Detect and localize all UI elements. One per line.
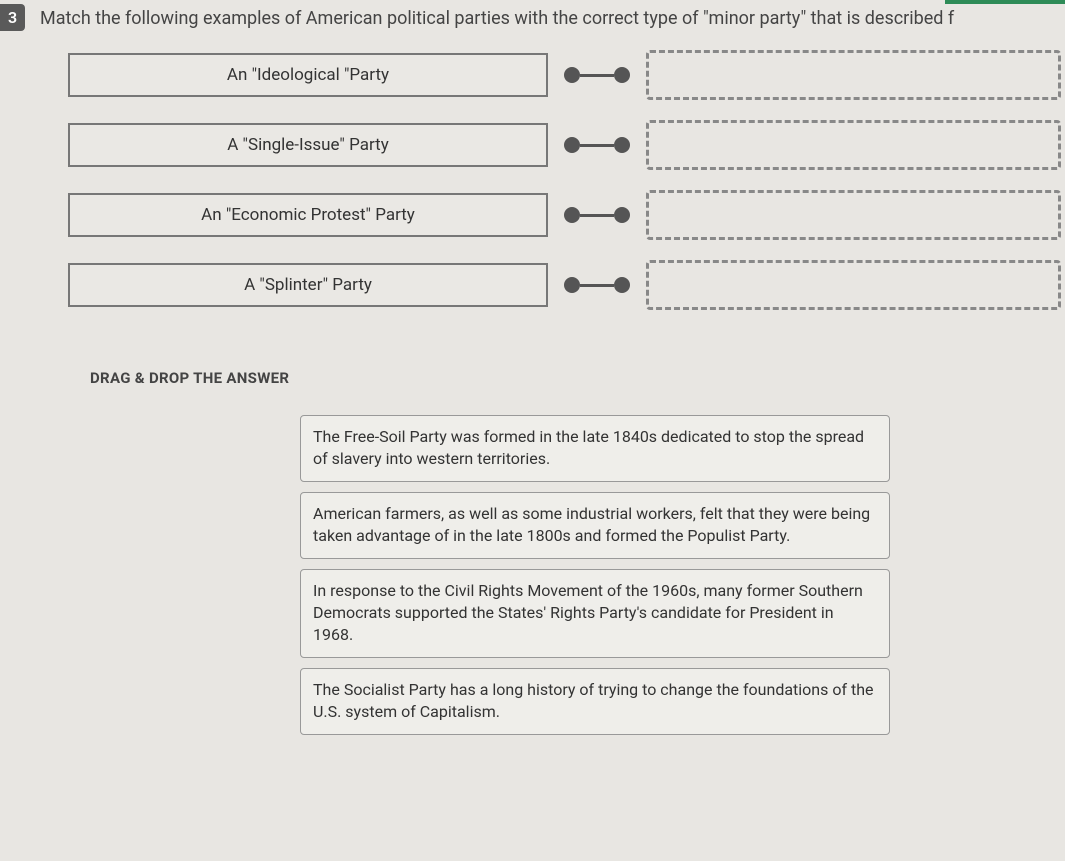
top-accent-bar [945, 0, 1065, 4]
match-left-splinter[interactable]: A "Splinter" Party [68, 263, 548, 307]
match-row: An "Economic Protest" Party [68, 191, 1065, 239]
drop-zone-splinter[interactable] [646, 260, 1061, 310]
answer-card-socialist[interactable]: The Socialist Party has a long history o… [300, 668, 890, 735]
connector-line [580, 214, 614, 217]
match-connector[interactable] [558, 263, 636, 307]
connector-dot-left [564, 277, 580, 293]
connector-dot-right [614, 207, 630, 223]
drag-section: DRAG & DROP THE ANSWER The Free-Soil Par… [90, 369, 1065, 735]
connector-dot-right [614, 67, 630, 83]
match-row: A "Single-Issue" Party [68, 121, 1065, 169]
match-left-single-issue[interactable]: A "Single-Issue" Party [68, 123, 548, 167]
drag-section-title: DRAG & DROP THE ANSWER [90, 369, 1065, 387]
match-left-label: A "Single-Issue" Party [227, 135, 389, 155]
drop-zone-ideological[interactable] [646, 50, 1061, 100]
match-left-label: An "Ideological "Party [227, 65, 389, 85]
match-left-ideological[interactable]: An "Ideological "Party [68, 53, 548, 97]
match-connector[interactable] [558, 193, 636, 237]
match-row: A "Splinter" Party [68, 261, 1065, 309]
connector-line [580, 74, 614, 77]
match-connector[interactable] [558, 53, 636, 97]
answer-card-states-rights[interactable]: In response to the Civil Rights Movement… [300, 569, 890, 658]
connector-dot-left [564, 207, 580, 223]
question-number-badge: 3 [0, 4, 25, 31]
match-left-label: A "Splinter" Party [244, 275, 372, 295]
match-left-label: An "Economic Protest" Party [201, 205, 415, 225]
match-row: An "Ideological "Party [68, 51, 1065, 99]
answer-bank: The Free-Soil Party was formed in the la… [300, 415, 890, 735]
connector-dot-right [614, 277, 630, 293]
question-prompt: Match the following examples of American… [40, 8, 1065, 29]
match-left-economic-protest[interactable]: An "Economic Protest" Party [68, 193, 548, 237]
match-connector[interactable] [558, 123, 636, 167]
question-content: Match the following examples of American… [40, 8, 1065, 745]
matching-area: An "Ideological "Party A "Single-Issue" … [68, 51, 1065, 309]
connector-line [580, 284, 614, 287]
connector-dot-right [614, 137, 630, 153]
drop-zone-economic-protest[interactable] [646, 190, 1061, 240]
connector-line [580, 144, 614, 147]
connector-dot-left [564, 137, 580, 153]
connector-dot-left [564, 67, 580, 83]
drop-zone-single-issue[interactable] [646, 120, 1061, 170]
answer-card-populist[interactable]: American farmers, as well as some indust… [300, 492, 890, 559]
answer-card-free-soil[interactable]: The Free-Soil Party was formed in the la… [300, 415, 890, 482]
